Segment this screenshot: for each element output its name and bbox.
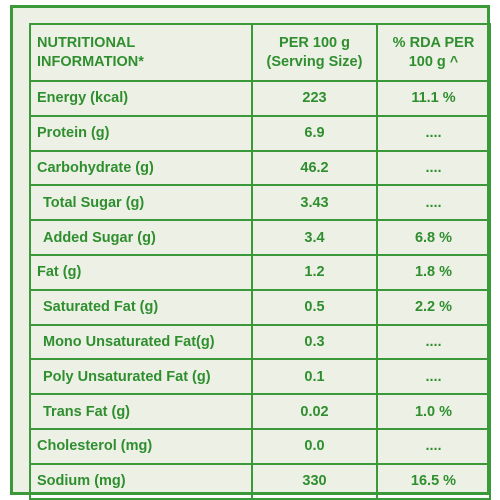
table-row: Mono Unsaturated Fat(g) 0.3 ....: [29, 323, 491, 361]
row-rda: ....: [376, 184, 491, 222]
row-label: Poly Unsaturated Fat (g): [29, 358, 253, 396]
table-header-row: NUTRITIONAL INFORMATION* PER 100 g (Servin…: [29, 23, 491, 82]
table-row: Protein (g) 6.9 ....: [29, 114, 491, 152]
row-value: 1.2: [251, 253, 378, 291]
row-label: Energy (kcal): [29, 80, 253, 117]
table-row: Saturated Fat (g) 0.5 2.2 %: [29, 288, 491, 326]
row-rda: ....: [376, 358, 491, 396]
table-row: Energy (kcal) 223 11.1 %: [29, 80, 491, 117]
row-label: Added Sugar (g): [29, 219, 253, 256]
row-rda: 2.2 %: [376, 288, 491, 326]
row-label: Carbohydrate (g): [29, 149, 253, 187]
row-rda: 1.8 %: [376, 253, 491, 291]
row-rda: 1.0 %: [376, 393, 491, 430]
row-value: 223: [251, 80, 378, 117]
row-label: Saturated Fat (g): [29, 288, 253, 326]
table-row: Total Sugar (g) 3.43 ....: [29, 184, 491, 222]
table-row: Sodium (mg) 330 16.5 %: [29, 462, 491, 500]
table-row: Fat (g) 1.2 1.8 %: [29, 253, 491, 291]
header-nutrient: NUTRITIONAL INFORMATION*: [29, 23, 253, 82]
nutrition-table: NUTRITIONAL INFORMATION* PER 100 g (Servin…: [29, 23, 491, 500]
row-rda: ....: [376, 427, 491, 465]
row-value: 46.2: [251, 149, 378, 187]
row-value: 6.9: [251, 114, 378, 152]
row-rda: ....: [376, 114, 491, 152]
row-value: 330: [251, 462, 378, 500]
table-row: Added Sugar (g) 3.4 6.8 %: [29, 219, 491, 256]
table-row: Poly Unsaturated Fat (g) 0.1 ....: [29, 358, 491, 396]
row-rda: 16.5 %: [376, 462, 491, 500]
table-row: Trans Fat (g) 0.02 1.0 %: [29, 393, 491, 430]
row-value: 0.5: [251, 288, 378, 326]
row-rda: 11.1 %: [376, 80, 491, 117]
row-label: Sodium (mg): [29, 462, 253, 500]
header-per-100g: PER 100 g (Serving Size): [251, 23, 378, 82]
row-value: 0.1: [251, 358, 378, 396]
table-row: Carbohydrate (g) 46.2 ....: [29, 149, 491, 187]
row-value: 0.3: [251, 323, 378, 361]
row-rda: 6.8 %: [376, 219, 491, 256]
nutrition-panel: NUTRITIONAL INFORMATION* PER 100 g (Servin…: [10, 5, 491, 500]
table-row: Cholesterol (mg) 0.0 ....: [29, 427, 491, 465]
row-value: 0.0: [251, 427, 378, 465]
row-label: Cholesterol (mg): [29, 427, 253, 465]
row-label: Fat (g): [29, 253, 253, 291]
row-value: 0.02: [251, 393, 378, 430]
row-value: 3.4: [251, 219, 378, 256]
row-rda: ....: [376, 149, 491, 187]
header-rda: % RDA PER 100 g ^: [376, 23, 491, 82]
row-label: Total Sugar (g): [29, 184, 253, 222]
row-value: 3.43: [251, 184, 378, 222]
row-label: Protein (g): [29, 114, 253, 152]
row-label: Mono Unsaturated Fat(g): [29, 323, 253, 361]
row-label: Trans Fat (g): [29, 393, 253, 430]
row-rda: ....: [376, 323, 491, 361]
